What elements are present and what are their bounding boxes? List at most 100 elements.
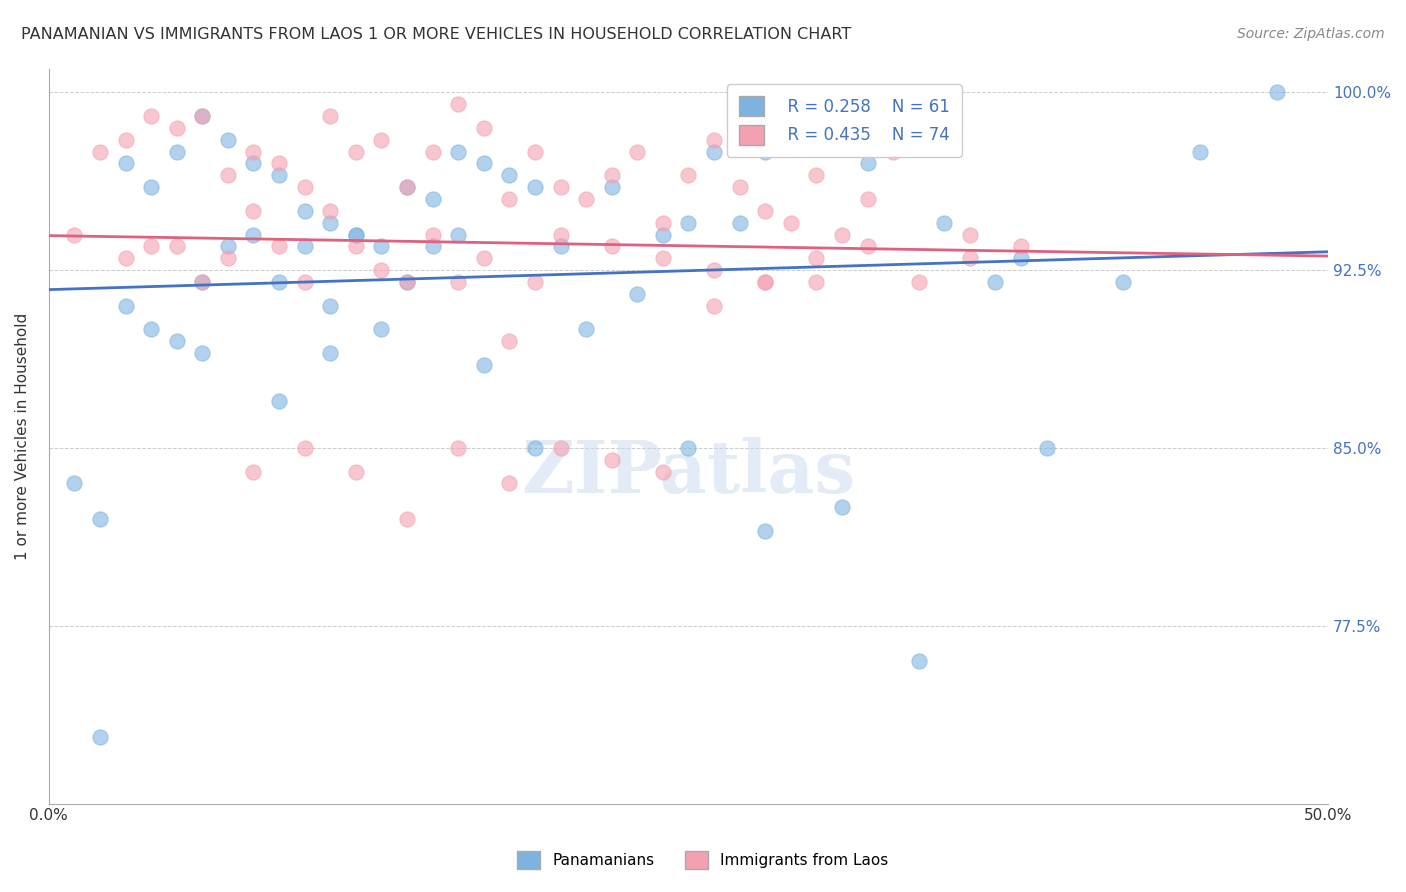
Point: [856, 192, 879, 206]
Point: [703, 299, 725, 313]
Point: [294, 441, 316, 455]
Point: [523, 275, 546, 289]
Point: [447, 227, 470, 242]
Point: [498, 168, 520, 182]
Text: PANAMANIAN VS IMMIGRANTS FROM LAOS 1 OR MORE VEHICLES IN HOUSEHOLD CORRELATION C: PANAMANIAN VS IMMIGRANTS FROM LAOS 1 OR …: [21, 27, 852, 42]
Point: [242, 227, 264, 242]
Point: [422, 145, 444, 159]
Point: [831, 500, 853, 515]
Point: [139, 239, 162, 253]
Point: [472, 251, 495, 265]
Point: [472, 358, 495, 372]
Point: [89, 145, 111, 159]
Point: [626, 286, 648, 301]
Point: [242, 465, 264, 479]
Point: [907, 275, 929, 289]
Point: [395, 180, 418, 194]
Point: [959, 227, 981, 242]
Point: [806, 251, 828, 265]
Point: [703, 133, 725, 147]
Point: [191, 109, 214, 123]
Point: [447, 441, 470, 455]
Point: [678, 168, 700, 182]
Point: [728, 180, 751, 194]
Point: [395, 275, 418, 289]
Point: [550, 441, 572, 455]
Text: Source: ZipAtlas.com: Source: ZipAtlas.com: [1237, 27, 1385, 41]
Legend: Panamanians, Immigrants from Laos: Panamanians, Immigrants from Laos: [512, 845, 894, 875]
Point: [191, 275, 214, 289]
Point: [422, 227, 444, 242]
Point: [651, 227, 673, 242]
Point: [1265, 85, 1288, 99]
Point: [523, 441, 546, 455]
Point: [344, 239, 367, 253]
Point: [1010, 239, 1032, 253]
Point: [395, 275, 418, 289]
Point: [319, 346, 342, 360]
Point: [395, 180, 418, 194]
Point: [806, 133, 828, 147]
Point: [600, 168, 623, 182]
Point: [600, 180, 623, 194]
Point: [550, 227, 572, 242]
Point: [267, 168, 290, 182]
Point: [626, 145, 648, 159]
Point: [600, 452, 623, 467]
Point: [907, 654, 929, 668]
Point: [678, 216, 700, 230]
Point: [575, 322, 598, 336]
Point: [1010, 251, 1032, 265]
Point: [550, 180, 572, 194]
Point: [370, 239, 392, 253]
Point: [856, 156, 879, 170]
Point: [217, 239, 239, 253]
Point: [422, 239, 444, 253]
Point: [89, 730, 111, 744]
Point: [344, 227, 367, 242]
Point: [678, 441, 700, 455]
Point: [703, 145, 725, 159]
Point: [728, 216, 751, 230]
Point: [984, 275, 1007, 289]
Point: [422, 192, 444, 206]
Point: [498, 192, 520, 206]
Point: [370, 133, 392, 147]
Point: [242, 156, 264, 170]
Point: [139, 322, 162, 336]
Point: [217, 251, 239, 265]
Point: [395, 512, 418, 526]
Point: [651, 251, 673, 265]
Point: [523, 145, 546, 159]
Point: [191, 275, 214, 289]
Point: [651, 465, 673, 479]
Point: [882, 145, 904, 159]
Point: [344, 145, 367, 159]
Point: [1035, 441, 1057, 455]
Point: [166, 145, 188, 159]
Point: [114, 133, 136, 147]
Y-axis label: 1 or more Vehicles in Household: 1 or more Vehicles in Household: [15, 312, 30, 559]
Point: [523, 180, 546, 194]
Point: [934, 109, 956, 123]
Point: [139, 180, 162, 194]
Point: [63, 476, 86, 491]
Point: [267, 393, 290, 408]
Point: [166, 120, 188, 135]
Point: [139, 109, 162, 123]
Point: [600, 239, 623, 253]
Point: [779, 216, 801, 230]
Legend:   R = 0.258    N = 61,   R = 0.435    N = 74: R = 0.258 N = 61, R = 0.435 N = 74: [727, 84, 962, 156]
Point: [294, 180, 316, 194]
Point: [447, 145, 470, 159]
Point: [472, 120, 495, 135]
Point: [831, 227, 853, 242]
Point: [856, 239, 879, 253]
Point: [806, 275, 828, 289]
Point: [294, 203, 316, 218]
Point: [447, 275, 470, 289]
Point: [344, 465, 367, 479]
Point: [550, 239, 572, 253]
Point: [267, 156, 290, 170]
Point: [651, 216, 673, 230]
